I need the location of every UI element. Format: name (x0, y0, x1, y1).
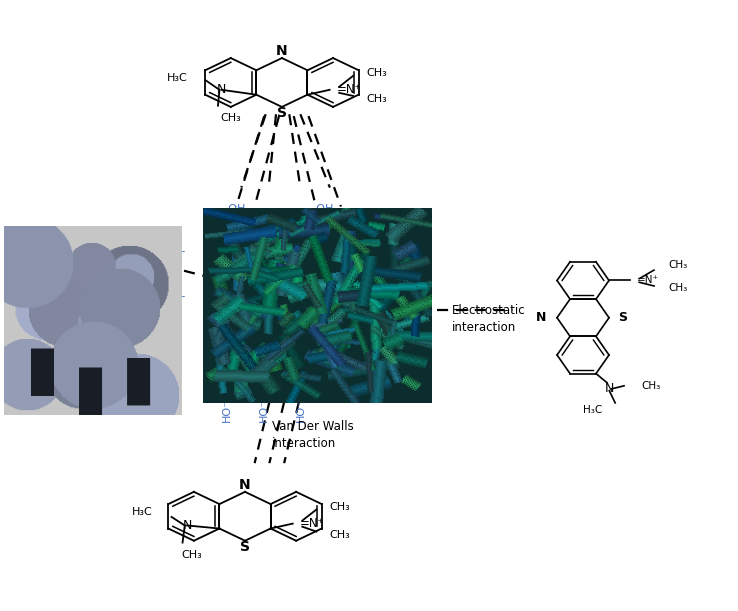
Text: H₃C: H₃C (167, 73, 187, 82)
Text: N: N (604, 382, 614, 395)
Text: Van Der Walls
interaction: Van Der Walls interaction (272, 420, 354, 450)
Text: S: S (618, 311, 627, 324)
Text: S: S (277, 106, 287, 120)
Text: CH₃: CH₃ (641, 381, 661, 391)
Text: HO⁻: HO⁻ (259, 399, 269, 422)
Text: CH₃: CH₃ (220, 113, 241, 123)
Text: N: N (239, 478, 251, 491)
Text: =N⁺: =N⁺ (300, 517, 325, 530)
Text: N: N (276, 44, 288, 57)
Text: N: N (217, 83, 227, 97)
Text: -OH: -OH (376, 291, 398, 301)
Text: Electrostatic
interaction: Electrostatic interaction (452, 304, 525, 334)
Text: N: N (536, 311, 546, 324)
Text: -OH: -OH (376, 246, 398, 255)
Text: H₃C: H₃C (583, 405, 602, 415)
Text: =N⁺: =N⁺ (337, 83, 362, 97)
Text: CH₃: CH₃ (182, 550, 202, 560)
Text: CH₃: CH₃ (330, 502, 351, 511)
Text: HO-: HO- (165, 246, 186, 255)
Text: CH₃: CH₃ (367, 68, 387, 78)
Text: Hydrogen bonding
interaction: Hydrogen bonding interaction (61, 229, 170, 260)
Text: -OH: -OH (313, 204, 334, 214)
Text: CH₃: CH₃ (367, 94, 387, 104)
Text: HO-: HO- (165, 291, 186, 301)
Text: =N⁺: =N⁺ (637, 276, 659, 285)
Text: HO⁻: HO⁻ (296, 399, 306, 422)
Text: N: N (182, 519, 192, 532)
Text: CH₃: CH₃ (669, 260, 688, 270)
Text: S: S (240, 540, 250, 554)
Text: H₃C: H₃C (132, 507, 153, 517)
Text: HO⁻: HO⁻ (222, 399, 232, 422)
Text: CH₃: CH₃ (669, 283, 688, 293)
Text: CH₃: CH₃ (330, 530, 351, 540)
Text: -OH: -OH (224, 204, 245, 214)
